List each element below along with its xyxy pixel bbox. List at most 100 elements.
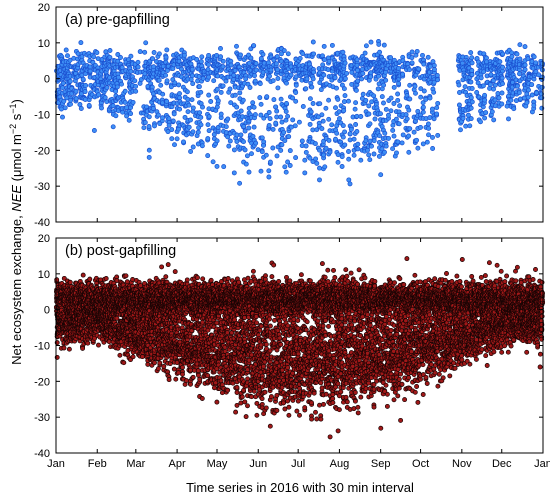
data-point	[409, 49, 415, 55]
data-point	[497, 59, 503, 65]
data-point	[347, 181, 353, 187]
data-point	[388, 95, 394, 101]
data-point	[60, 114, 65, 120]
data-point	[284, 80, 289, 86]
data-point	[397, 103, 403, 109]
data-point	[427, 115, 433, 121]
data-point	[335, 159, 341, 165]
data-point	[460, 115, 466, 121]
data-point	[317, 177, 322, 183]
data-point	[339, 164, 345, 169]
data-point	[303, 143, 309, 149]
data-point	[118, 55, 123, 60]
data-point	[169, 127, 175, 133]
data-point	[283, 109, 289, 114]
data-point	[263, 152, 269, 158]
data-point	[275, 85, 281, 91]
data-point	[238, 108, 244, 114]
data-point	[420, 104, 426, 110]
data-point	[469, 60, 475, 66]
data-point	[482, 115, 488, 121]
data-point	[320, 62, 326, 68]
data-point	[469, 99, 475, 105]
data-point	[270, 78, 276, 84]
data-point	[420, 52, 425, 58]
data-point	[252, 78, 258, 84]
data-point	[68, 101, 73, 107]
data-point	[110, 124, 116, 130]
data-point	[420, 109, 426, 115]
data-point	[135, 64, 141, 70]
data-point	[73, 88, 79, 94]
data-point	[273, 104, 279, 110]
data-point	[255, 147, 261, 153]
data-point	[375, 86, 381, 92]
data-point	[421, 61, 427, 67]
data-point	[293, 98, 299, 104]
data-point	[268, 67, 274, 73]
data-point	[383, 143, 389, 149]
data-point	[522, 62, 528, 68]
data-point	[128, 53, 134, 59]
data-point	[190, 105, 196, 111]
data-point	[197, 110, 203, 116]
data-point	[83, 83, 89, 88]
data-point	[355, 141, 361, 147]
data-point	[257, 81, 263, 87]
data-point	[218, 54, 224, 60]
data-point	[468, 105, 474, 111]
data-point	[282, 164, 288, 170]
data-point	[91, 128, 97, 133]
data-point	[238, 132, 244, 138]
data-point	[526, 87, 531, 93]
data-point	[190, 129, 196, 135]
data-point	[80, 76, 86, 82]
data-point	[267, 73, 272, 79]
data-point	[311, 51, 317, 57]
data-point	[329, 42, 335, 48]
data-point	[480, 83, 486, 89]
data-point	[117, 352, 123, 358]
data-point	[155, 112, 161, 118]
data-point	[281, 48, 287, 54]
data-point	[307, 96, 313, 102]
data-point	[341, 86, 347, 92]
data-point	[206, 128, 212, 134]
data-point	[368, 74, 374, 80]
data-point	[332, 75, 338, 81]
scatter-points-pre-gapfilling	[54, 39, 545, 187]
data-point	[199, 54, 205, 60]
data-point	[198, 59, 204, 65]
data-point	[252, 112, 258, 118]
data-point	[279, 119, 285, 125]
data-point	[311, 69, 317, 75]
data-point	[500, 64, 506, 70]
data-point	[302, 157, 308, 163]
data-point	[137, 49, 143, 55]
data-point	[189, 66, 195, 72]
data-point	[539, 84, 545, 90]
data-point	[353, 100, 359, 106]
data-point	[258, 56, 264, 61]
data-point	[353, 87, 359, 93]
data-point	[128, 68, 134, 74]
data-point	[80, 345, 86, 351]
data-point	[151, 50, 157, 55]
data-point	[266, 174, 272, 180]
data-point	[376, 153, 382, 159]
data-point	[319, 112, 325, 118]
data-point	[390, 127, 396, 133]
data-point	[406, 133, 412, 139]
data-point	[334, 130, 340, 136]
data-point	[128, 111, 134, 117]
data-point	[220, 83, 226, 89]
data-point	[104, 85, 110, 91]
data-point	[285, 51, 291, 57]
data-point	[346, 98, 351, 104]
data-point	[91, 54, 97, 60]
data-point	[61, 345, 67, 351]
data-point	[363, 43, 369, 49]
data-point	[124, 105, 130, 111]
data-point	[234, 139, 240, 144]
